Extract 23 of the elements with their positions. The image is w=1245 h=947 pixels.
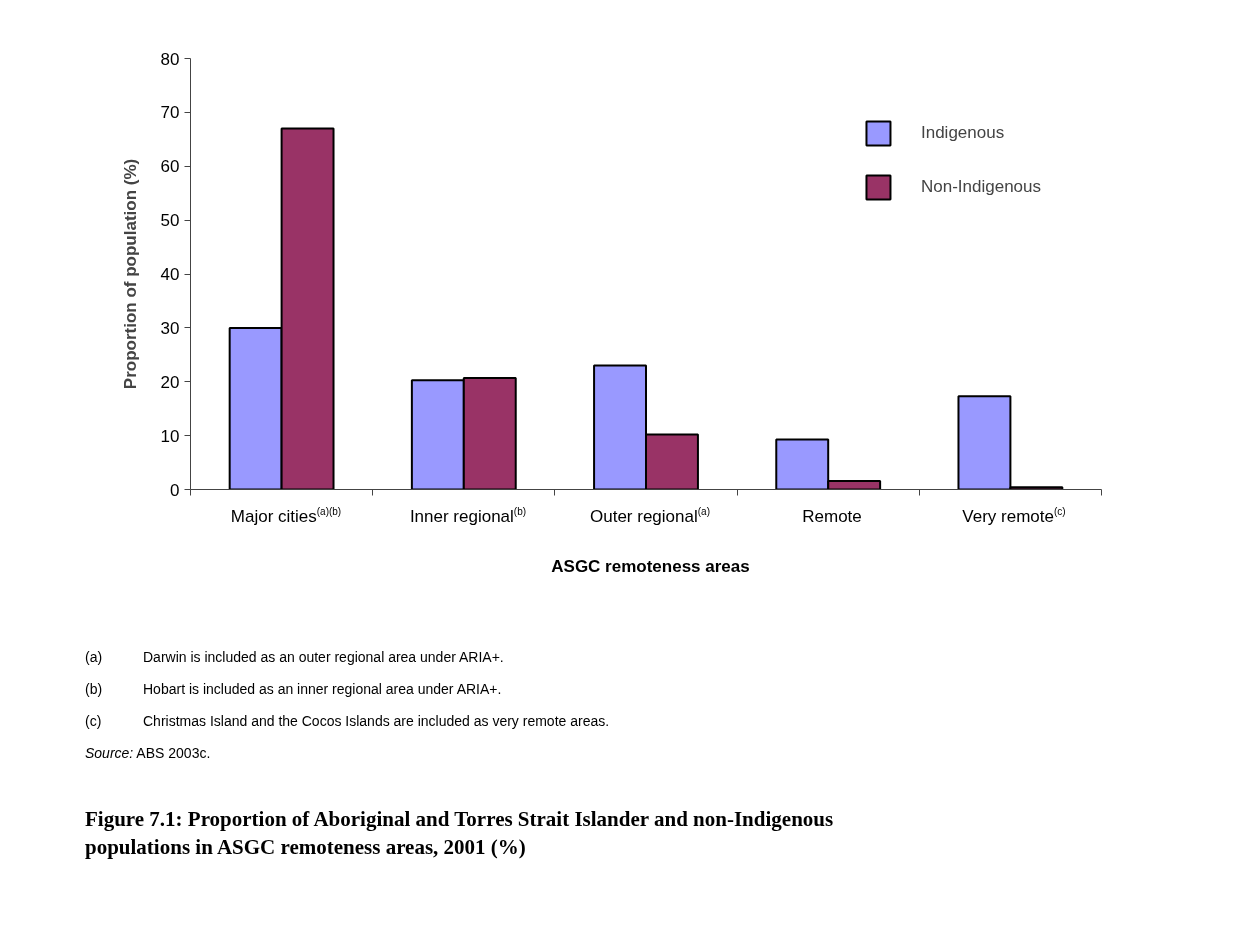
y-axis-title: Proportion of population (%) <box>120 158 140 390</box>
x-axis-title: ASGC remoteness areas <box>550 556 751 578</box>
text: (c) Christmas Island and the Cocos Islands are included as very remote areas. <box>85 713 610 729</box>
text: (a) Darwin is included as an outer regional area under ARIA+. <box>85 649 504 665</box>
legend-label: Indigenous <box>920 123 1005 143</box>
y-tick-label: 50 <box>160 211 180 231</box>
text: (b) Hobart is included as an inner regional area under ARIA+. <box>85 681 502 697</box>
y-tick-label: 70 <box>160 103 180 123</box>
x-tick-label: Outer regional$^{(a)}$ <box>589 505 711 528</box>
y-tick-label: 60 <box>160 157 180 177</box>
x-tick-label: Major cities$^{(a)(b)}$ <box>229 505 343 528</box>
y-tick-label: 0 <box>170 480 180 500</box>
legend-label: Non-Indigenous <box>920 177 1041 197</box>
y-tick-label: 20 <box>160 372 180 392</box>
y-tick-label: 10 <box>160 426 180 446</box>
x-tick-label: Inner regional$^{(b)}$ <box>408 505 528 528</box>
y-tick-label: 80 <box>160 49 180 69</box>
x-tick-label: Very remote$^{(c)}$ <box>961 505 1067 528</box>
source-note: Source: ABS 2003c. <box>85 744 212 763</box>
y-tick-label: 40 <box>160 265 180 284</box>
text: Figure 7.1: Proportion of Aboriginal and Torres Strait Islander and non-Indigenous populations in ASGC remoteness areas, 2001 (%) <box>84 806 835 862</box>
y-tick-label: 30 <box>160 318 180 338</box>
x-tick-label: Remote <box>801 506 863 528</box>
